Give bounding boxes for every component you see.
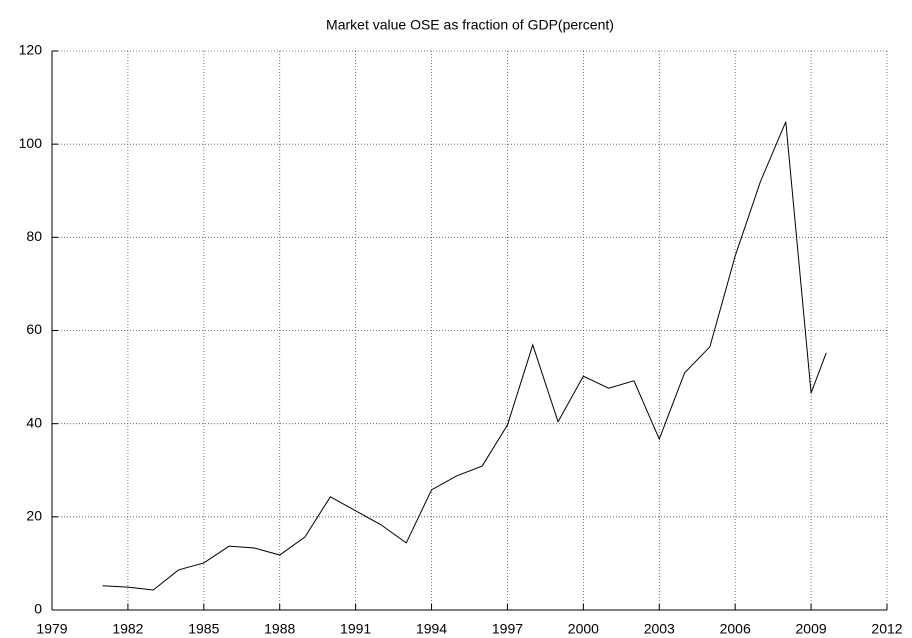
y-tick-label: 20 [26,508,42,524]
y-tick-label: 80 [26,228,42,244]
x-tick-label: 1982 [112,621,143,637]
x-tick-label: 1994 [416,621,447,637]
chart-title: Market value OSE as fraction of GDP(perc… [326,17,614,33]
y-tick-label: 100 [19,135,43,151]
x-tick-label: 1979 [36,621,67,637]
y-tick-label: 0 [34,601,42,617]
x-tick-label: 1997 [492,621,523,637]
x-tick-label: 1991 [340,621,371,637]
y-tick-label: 60 [26,321,42,337]
y-tick-label: 40 [26,414,42,430]
x-tick-label: 2009 [796,621,827,637]
y-tick-label: 120 [19,42,43,58]
x-tick-label: 2006 [720,621,751,637]
x-tick-label: 2012 [871,621,902,637]
data-line [102,121,827,591]
x-tick-label: 1985 [188,621,219,637]
x-tick-label: 1988 [264,621,295,637]
x-tick-label: 2003 [644,621,675,637]
x-tick-label: 2000 [568,621,599,637]
